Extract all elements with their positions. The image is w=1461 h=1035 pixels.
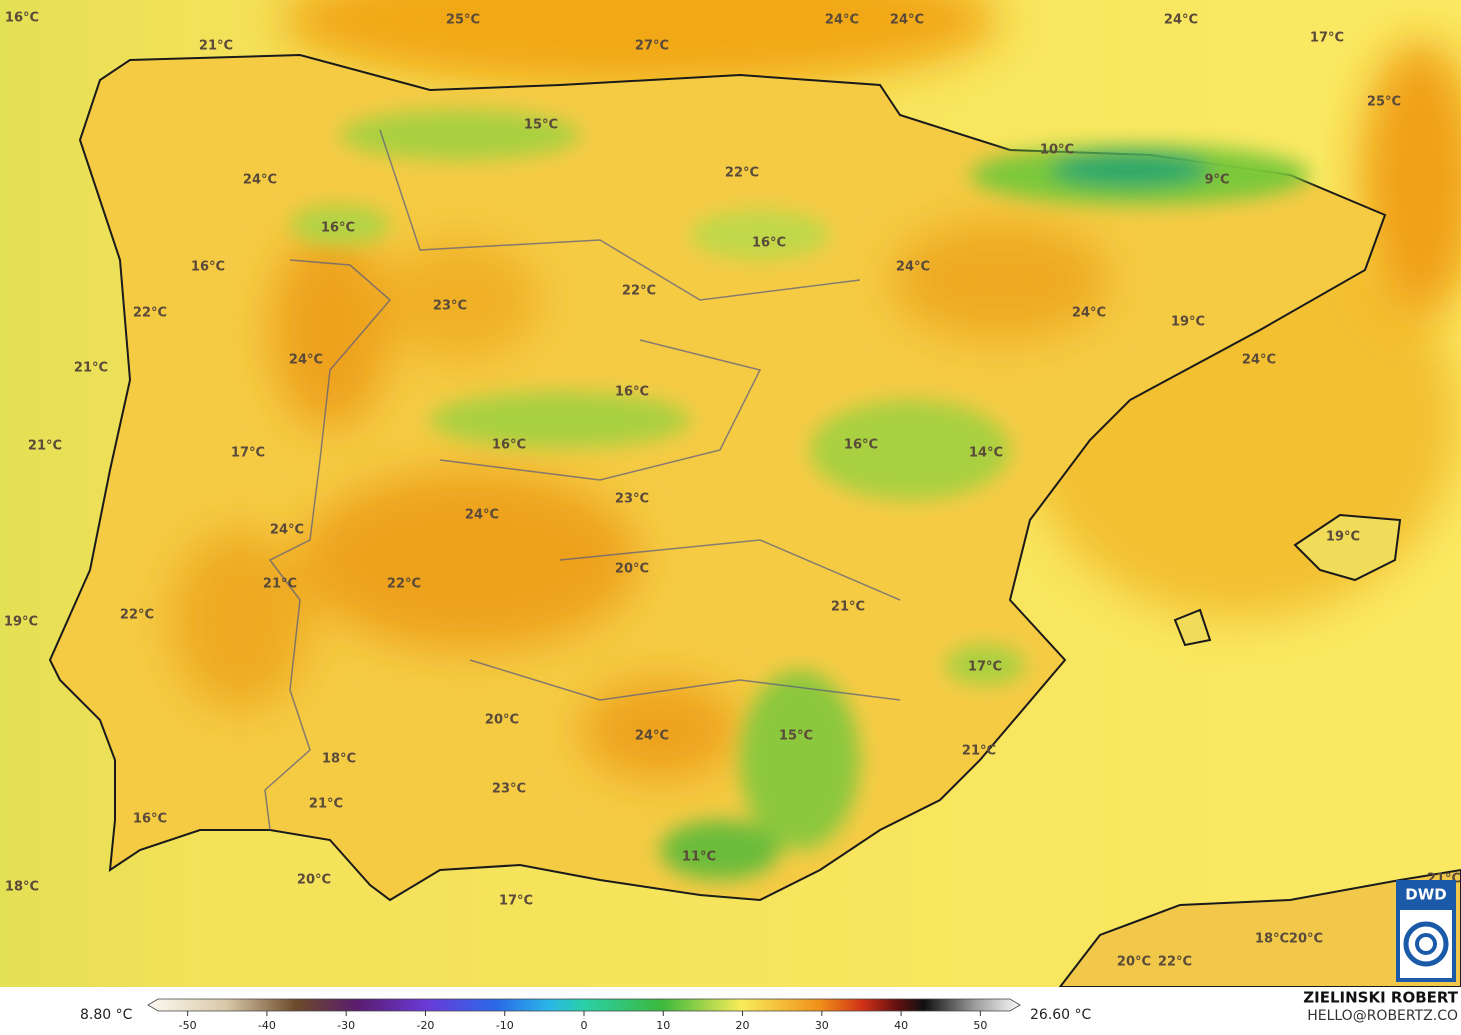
temperature-label: 16°C xyxy=(191,260,225,275)
temperature-label: 24°C xyxy=(465,508,499,523)
colorbar-tick-label: -40 xyxy=(258,1019,276,1032)
temperature-label: 25°C xyxy=(446,13,480,28)
temperature-label: 23°C xyxy=(433,299,467,314)
temperature-label: 16°C xyxy=(321,221,355,236)
logo-inner xyxy=(1400,910,1452,978)
temperature-label: 19°C xyxy=(1326,530,1360,545)
temperature-label: 21°C xyxy=(199,39,233,54)
island xyxy=(1293,513,1402,582)
temperature-label: 20°C xyxy=(1289,932,1323,947)
temperature-label: 15°C xyxy=(524,118,558,133)
temperature-label: 10°C xyxy=(1040,143,1074,158)
temperature-label: 24°C xyxy=(825,13,859,28)
colorbar-tick-label: 10 xyxy=(656,1019,670,1032)
temperature-label: 24°C xyxy=(890,13,924,28)
logo-text: DWD xyxy=(1405,886,1446,904)
temperature-label: 22°C xyxy=(133,306,167,321)
email: HELLO@ROBERTZ.CO xyxy=(1307,1008,1458,1024)
temperature-label: 20°C xyxy=(1117,955,1151,970)
map-area xyxy=(0,0,1461,987)
author: ZIELINSKI ROBERT xyxy=(1303,989,1458,1007)
temperature-label: 23°C xyxy=(492,782,526,797)
island xyxy=(1173,608,1212,647)
temperature-label: 22°C xyxy=(1158,955,1192,970)
temperature-label: 16°C xyxy=(492,438,526,453)
colorbar-tick-label: -30 xyxy=(337,1019,355,1032)
temperature-label: 23°C xyxy=(615,492,649,507)
temperature-label: 14°C xyxy=(969,446,1003,461)
cool-areas xyxy=(290,110,1310,880)
colorbar-tick-label: 20 xyxy=(736,1019,750,1032)
temperature-label: 17°C xyxy=(231,446,265,461)
temperature-label: 18°C xyxy=(1255,932,1289,947)
temperature-label: 17°C xyxy=(968,660,1002,675)
temperature-label: 24°C xyxy=(1242,353,1276,368)
colorbar-tick-label: 0 xyxy=(581,1019,588,1032)
logo-swirl xyxy=(1403,921,1449,967)
temperature-label: 24°C xyxy=(270,523,304,538)
colorbar xyxy=(147,998,1021,1012)
warm-areas xyxy=(170,220,1110,780)
colorbar-ticks: -50 -40 -30 -20 -10 0 10 20 30 40 50 xyxy=(179,1011,987,1032)
dwd-logo: DWD xyxy=(1396,880,1456,982)
temperature-label: 24°C xyxy=(1072,306,1106,321)
temperature-label: 21°C xyxy=(263,577,297,592)
temperature-label: 11°C xyxy=(682,850,716,865)
temperature-label: 19°C xyxy=(4,615,38,630)
temperature-label: 20°C xyxy=(297,873,331,888)
colorbar-tick-label: 50 xyxy=(973,1019,987,1032)
temperature-label: 17°C xyxy=(1310,31,1344,46)
temperature-label: 17°C xyxy=(499,894,533,909)
temperature-label: 21°C xyxy=(831,600,865,615)
temperature-label: 16°C xyxy=(133,812,167,827)
temperature-label: 27°C xyxy=(635,39,669,54)
warm-sea xyxy=(280,0,1000,90)
colorbar-tick-label: 30 xyxy=(815,1019,829,1032)
temperature-label: 18°C xyxy=(322,752,356,767)
temperature-label: 22°C xyxy=(725,166,759,181)
temperature-label: 9°C xyxy=(1204,173,1229,188)
temperature-label: 18°C xyxy=(5,880,39,895)
colorbar-tick-label: 40 xyxy=(894,1019,908,1032)
temperature-label: 19°C xyxy=(1171,315,1205,330)
temperature-label: 16°C xyxy=(615,385,649,400)
temperature-label: 21°C xyxy=(28,439,62,454)
temperature-label: 22°C xyxy=(622,284,656,299)
temperature-label: 21°C xyxy=(962,744,996,759)
temperature-label: 16°C xyxy=(5,11,39,26)
warm-sea xyxy=(1360,40,1461,320)
temperature-label: 24°C xyxy=(635,729,669,744)
colorbar-tick-label: -20 xyxy=(416,1019,434,1032)
temperature-label: 24°C xyxy=(896,260,930,275)
temperature-label: 24°C xyxy=(289,353,323,368)
temperature-labels: 16°C 25°C 24°C 24°C 24°C 21°C 27°C 17°C 25°C 15°C… xyxy=(4,11,1461,970)
colorbar-tick-label: -50 xyxy=(179,1019,197,1032)
temperature-label: 16°C xyxy=(752,236,786,251)
temperature-label: 25°C xyxy=(1367,95,1401,110)
temperature-label: 24°C xyxy=(1164,13,1198,28)
temperature-label: 22°C xyxy=(387,577,421,592)
temperature-label: 20°C xyxy=(485,713,519,728)
temperature-label: 21°C xyxy=(309,797,343,812)
temperature-label: 15°C xyxy=(779,729,813,744)
temperature-label: 24°C xyxy=(243,173,277,188)
temperature-label: 22°C xyxy=(120,608,154,623)
max-value: 26.60 °C xyxy=(1030,1007,1092,1023)
logo-swirl xyxy=(1415,933,1437,955)
borders xyxy=(264,129,901,831)
min-value: 8.80 °C xyxy=(80,1007,133,1023)
colorbar-tick-label: -10 xyxy=(496,1019,514,1032)
temperature-label: 16°C xyxy=(844,438,878,453)
temperature-label: 20°C xyxy=(615,562,649,577)
land-africa xyxy=(1058,868,1461,987)
temperature-label: 21°C xyxy=(74,361,108,376)
